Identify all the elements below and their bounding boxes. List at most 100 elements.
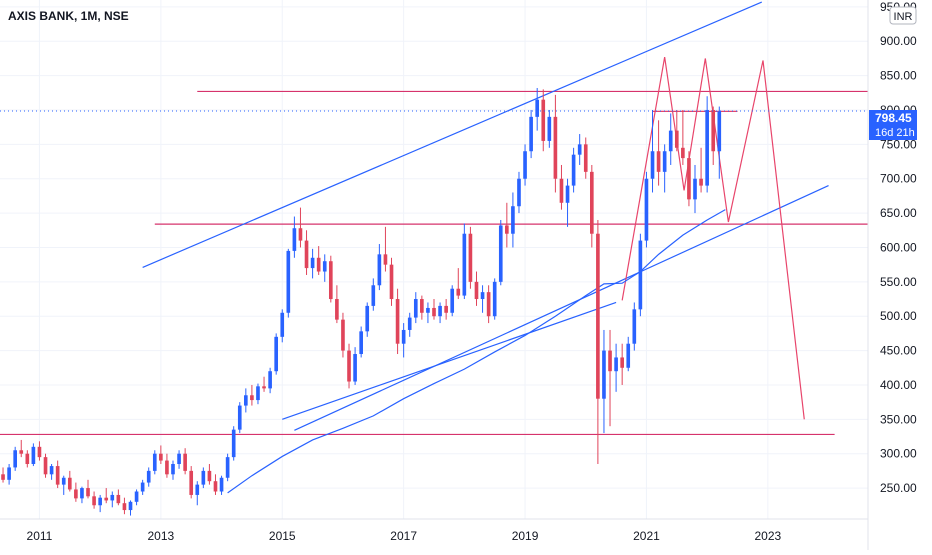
candle-body	[322, 261, 327, 272]
candle-body	[146, 470, 151, 483]
candle-body	[116, 494, 121, 504]
candle-body	[189, 470, 194, 495]
candle-body	[547, 116, 552, 141]
candle-body	[61, 477, 66, 485]
candle-body	[571, 154, 576, 186]
candle-body	[711, 109, 716, 152]
y-tick-label: 900.00	[880, 34, 917, 48]
candle-body	[505, 225, 509, 234]
candle-body	[201, 470, 206, 485]
candle-body	[432, 307, 436, 317]
x-tick-label: 2015	[269, 529, 296, 543]
candle-body	[268, 371, 272, 389]
candle-body	[717, 111, 722, 152]
x-tick-label: 2021	[633, 529, 660, 543]
candle-body	[128, 501, 133, 511]
candle-body	[274, 336, 279, 372]
candle-body	[456, 288, 461, 296]
candle-body	[213, 481, 218, 492]
candle-body	[165, 460, 169, 475]
candle-body	[43, 457, 48, 475]
y-tick-label: 500.00	[880, 309, 917, 323]
candle-body	[468, 233, 473, 282]
candle-body	[256, 386, 260, 401]
candle-body	[626, 343, 631, 368]
candle-body	[668, 130, 673, 152]
candle-body	[577, 144, 582, 155]
y-tick-label: 300.00	[880, 447, 917, 461]
candle-body	[395, 299, 400, 344]
price-axis[interactable]: 250.00 300.00 350.00 400.00 450.00 500.00 550.…	[880, 0, 917, 495]
candle-body	[596, 233, 600, 399]
currency-button[interactable]: INR	[889, 6, 917, 25]
candle-body	[110, 494, 115, 501]
candle-body	[250, 395, 254, 401]
candle-body	[122, 503, 127, 511]
candle-body	[25, 453, 30, 465]
candle-body	[98, 497, 102, 506]
y-tick-label: 250.00	[880, 481, 917, 495]
candle-body	[565, 185, 570, 203]
candle-body	[231, 429, 236, 458]
y-tick-label: 700.00	[880, 172, 917, 186]
moving-average-line	[227, 209, 726, 494]
currency-label: INR	[894, 11, 913, 23]
time-axis[interactable]: 2011 2013 2015 2017 2019 2021 2023	[27, 529, 782, 543]
y-tick-label: 400.00	[880, 378, 917, 392]
candle-body	[687, 158, 691, 200]
grid-layer	[0, 0, 868, 519]
candle-body	[49, 466, 54, 475]
candle-body	[517, 178, 521, 207]
candle-body	[286, 250, 291, 313]
bar-countdown: 16d 21h	[875, 127, 915, 139]
candle-body	[407, 317, 412, 330]
candle-body	[480, 292, 485, 300]
candle-body	[529, 116, 533, 152]
candle-body	[438, 305, 442, 317]
x-tick-label: 2013	[148, 529, 175, 543]
moving-average-layer	[227, 209, 726, 494]
candle-body	[365, 305, 370, 332]
candle-body	[492, 281, 497, 317]
trend-line	[282, 301, 617, 420]
x-tick-label: 2019	[512, 529, 539, 543]
candle-body	[383, 254, 388, 265]
candle-body	[662, 151, 667, 172]
candle-body	[171, 464, 175, 475]
candle-body	[608, 350, 612, 372]
candle-body	[195, 484, 200, 495]
candle-body	[614, 357, 618, 372]
candle-body	[632, 309, 637, 344]
candle-body	[304, 240, 309, 269]
candle-body	[19, 450, 24, 454]
candle-body	[207, 470, 212, 482]
candle-body	[371, 285, 376, 306]
candle-body	[644, 178, 649, 241]
candle-body	[553, 116, 558, 179]
candle-body	[674, 130, 679, 148]
y-tick-label: 600.00	[880, 240, 917, 254]
candle-body	[462, 233, 467, 296]
candle-body	[140, 482, 145, 492]
candle-body	[341, 319, 345, 351]
candle-body	[620, 357, 624, 368]
candle-body	[310, 257, 315, 269]
symbol-title: AXIS BANK, 1M, NSE	[8, 9, 129, 23]
candle-body	[401, 329, 406, 344]
candle-body	[159, 453, 163, 461]
candle-body	[80, 488, 84, 499]
candle-body	[152, 453, 157, 471]
candle-body	[602, 350, 606, 399]
candle-body	[86, 488, 90, 497]
candle-body	[1, 474, 5, 480]
candle-body	[693, 178, 697, 200]
candle-body	[347, 350, 351, 382]
candle-body	[134, 491, 139, 502]
candle-body	[638, 240, 643, 310]
candle-body	[377, 254, 382, 286]
candle-body	[92, 496, 96, 506]
candle-body	[13, 450, 17, 468]
y-tick-label: 450.00	[880, 344, 917, 358]
